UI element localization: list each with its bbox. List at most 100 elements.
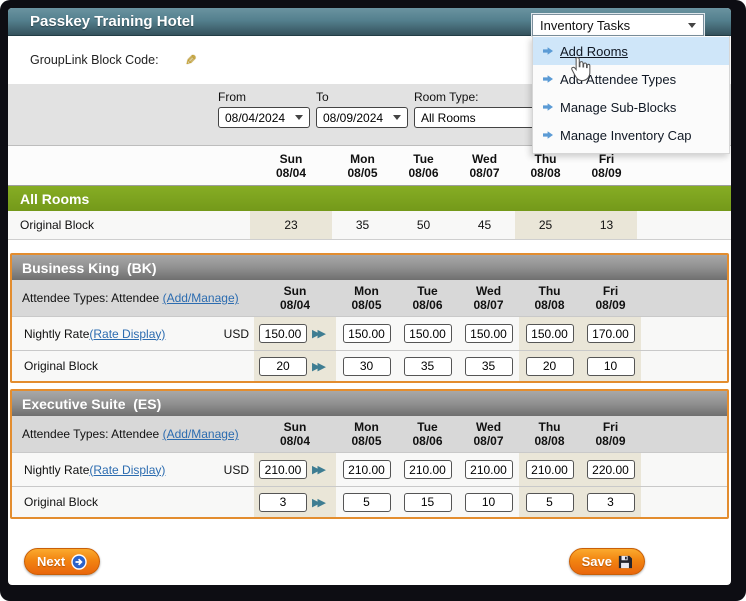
menu-item-add-rooms[interactable]: Add Rooms <box>533 37 729 65</box>
inventory-tasks-select[interactable]: Inventory Tasks <box>532 14 704 36</box>
inventory-tasks-label: Inventory Tasks <box>540 17 631 33</box>
pencil-edit-icon[interactable]: ✎ <box>184 51 197 68</box>
arrow-right-icon <box>543 103 553 111</box>
copy-across-icon[interactable]: ▶▶ <box>312 328 326 340</box>
currency-label: USD <box>223 326 249 341</box>
all-rooms-header: All Rooms <box>8 186 731 211</box>
day-header: Thu 08/08 <box>534 284 565 312</box>
menu-item-manage-inventory-cap[interactable]: Manage Inventory Cap <box>533 121 729 149</box>
day-header: Thu 08/08 <box>534 420 565 448</box>
to-date-select[interactable]: 08/09/2024 <box>316 107 408 128</box>
all-rooms-value-sun: 23 <box>250 211 332 239</box>
block-input[interactable] <box>403 356 452 376</box>
rate-input[interactable] <box>403 324 452 343</box>
save-button[interactable]: Save <box>568 548 645 575</box>
block-input[interactable] <box>259 492 307 512</box>
day-header: Sun 08/04 <box>279 284 311 312</box>
rate-input[interactable] <box>342 460 391 479</box>
menu-item-manage-sub-blocks[interactable]: Manage Sub-Blocks <box>533 93 729 121</box>
block-input[interactable] <box>464 492 513 512</box>
block-input[interactable] <box>464 356 513 376</box>
block-input[interactable] <box>342 356 391 376</box>
add-manage-link[interactable]: (Add/Manage) <box>162 291 239 305</box>
inventory-tasks-menu: Add Rooms Add Attendee Types Manage Sub-… <box>532 36 730 154</box>
copy-across-icon[interactable]: ▶▶ <box>312 464 326 476</box>
from-date-select[interactable]: 08/04/2024 <box>218 107 310 128</box>
block-input[interactable] <box>525 356 574 376</box>
day-header: Tue 08/06 <box>412 420 443 448</box>
nightly-rate-row: Nightly Rate(Rate Display) USD ▶▶ <box>12 316 727 350</box>
all-rooms-value-fri: 13 <box>576 211 637 239</box>
day-header: Sun 08/04 <box>279 420 311 448</box>
day-header: Wed 08/07 <box>473 420 504 448</box>
all-rooms-value-thu: 25 <box>515 211 576 239</box>
day-header: Wed 08/07 <box>469 151 500 180</box>
page: Passkey Training Hotel GroupLink Block C… <box>8 8 731 585</box>
day-header: Fri 08/09 <box>595 284 626 312</box>
rate-display-link[interactable]: (Rate Display) <box>89 326 166 341</box>
row-label: Original Block <box>20 218 95 232</box>
rate-input[interactable] <box>586 324 635 343</box>
copy-across-icon[interactable]: ▶▶ <box>312 360 326 373</box>
rate-input[interactable] <box>525 460 574 479</box>
all-rooms-value-mon: 35 <box>355 218 370 232</box>
block-cell-sun: ▶▶ <box>254 351 336 381</box>
nightly-rate-label: Nightly Rate (Rate Display) USD <box>12 327 254 341</box>
chevron-down-icon <box>295 115 303 120</box>
section-title: Business King (BK) <box>12 255 727 280</box>
from-filter: From 08/04/2024 <box>218 90 310 145</box>
rate-input[interactable] <box>464 324 513 343</box>
rate-input[interactable] <box>259 324 307 343</box>
arrow-right-icon <box>543 131 553 139</box>
to-label: To <box>316 90 329 104</box>
day-header: Tue 08/06 <box>408 151 439 180</box>
block-cell-sun: ▶▶ <box>254 487 336 517</box>
block-input[interactable] <box>586 356 635 376</box>
rate-input[interactable] <box>464 460 513 479</box>
rate-input[interactable] <box>342 324 391 343</box>
from-label: From <box>218 90 246 104</box>
block-input[interactable] <box>586 492 635 512</box>
attendee-types-row: Attendee Types: Attendee (Add/Manage) Su… <box>12 416 727 452</box>
attendee-types-row: Attendee Types: Attendee (Add/Manage) Su… <box>12 280 727 316</box>
rate-input[interactable] <box>586 460 635 479</box>
from-date-value: 08/04/2024 <box>225 110 286 125</box>
block-input[interactable] <box>342 492 391 512</box>
day-header: Mon 08/05 <box>347 151 378 180</box>
nightly-rate-label: Nightly Rate (Rate Display) USD <box>12 463 254 477</box>
add-manage-link[interactable]: (Add/Manage) <box>162 427 239 441</box>
room-section-business-king: Business King (BK) Attendee Types: Atten… <box>10 253 729 383</box>
next-button[interactable]: Next <box>24 548 101 575</box>
to-filter: To 08/09/2024 <box>316 90 408 145</box>
attendee-types-label: Attendee Types: Attendee (Add/Manage) <box>22 291 239 305</box>
save-disk-icon <box>618 555 632 568</box>
arrow-right-icon <box>543 75 553 83</box>
chevron-down-icon <box>393 115 401 120</box>
to-date-value: 08/09/2024 <box>323 110 384 125</box>
original-block-row: Original Block ▶▶ <box>12 486 727 517</box>
room-type-label: Room Type: <box>414 90 479 104</box>
original-block-label: Original Block <box>24 495 99 509</box>
rate-input[interactable] <box>259 460 307 479</box>
footer: Next Save <box>8 547 731 577</box>
day-header: Fri 08/09 <box>591 151 622 180</box>
block-input[interactable] <box>403 492 452 512</box>
day-header: Mon 08/05 <box>351 284 382 312</box>
all-rooms-value-wed: 45 <box>477 218 492 232</box>
original-block-row: Original Block ▶▶ <box>12 350 727 381</box>
all-rooms-value-tue: 50 <box>416 218 431 232</box>
block-input[interactable] <box>259 356 307 376</box>
attendee-types-label: Attendee Types: Attendee (Add/Manage) <box>22 427 239 441</box>
day-header: Wed 08/07 <box>473 284 504 312</box>
nightly-rate-row: Nightly Rate(Rate Display) USD ▶▶ <box>12 452 727 486</box>
menu-item-add-attendee-types[interactable]: Add Attendee Types <box>533 65 729 93</box>
day-header: Sun 08/04 <box>275 151 307 180</box>
rate-input[interactable] <box>403 460 452 479</box>
copy-across-icon[interactable]: ▶▶ <box>312 496 326 509</box>
arrow-right-circle-icon <box>71 553 87 570</box>
rate-display-link[interactable]: (Rate Display) <box>89 462 166 477</box>
day-header: Tue 08/06 <box>412 284 443 312</box>
block-input[interactable] <box>525 492 574 512</box>
rate-input[interactable] <box>525 324 574 343</box>
